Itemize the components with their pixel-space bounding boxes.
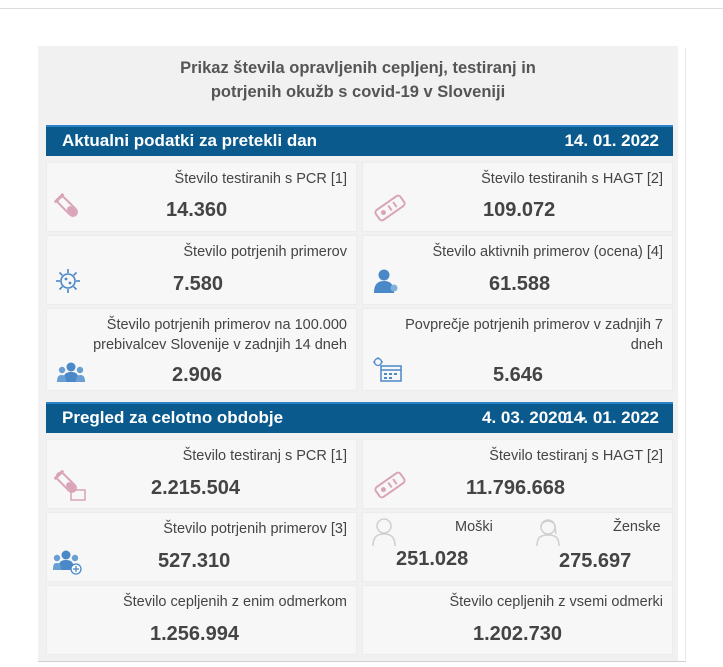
daily-header-bar: Aktualni podatki za pretekli dan 14. 01.… — [46, 125, 673, 156]
daily-pcr-label: Število testiranih s PCR [1] — [174, 171, 347, 187]
daily-per100k-label-line1: Število potrjenih primerov na 100.000 — [106, 317, 347, 333]
right-divider — [685, 48, 686, 660]
overall-pcr-value: 2.215.504 — [151, 477, 240, 499]
overall-hagt-card: Število testiranj s HAGT [2] 11.796.668 — [362, 439, 673, 509]
overall-vaccall-card: Število cepljenih z vsemi odmerki 1.202.… — [362, 585, 673, 655]
female-value: 275.697 — [559, 550, 632, 572]
overall-vaccall-label: Število cepljenih z vsemi odmerki — [449, 594, 663, 610]
virus-icon — [56, 269, 80, 293]
daily-avg7-label: Povprečje potrjenih primerov v zadnjih 7… — [405, 315, 663, 355]
overall-pcr-card: Število testiranj s PCR [1] 2.215.504 — [46, 439, 357, 509]
female-icon — [536, 519, 560, 547]
overall-vaccall-value: 1.202.730 — [473, 623, 562, 645]
person-icon — [374, 269, 398, 293]
daily-confirmed-label: Število potrjenih primerov — [183, 244, 347, 260]
daily-per100k-value: 2.906 — [172, 364, 223, 386]
overall-date-dash: - — [580, 407, 586, 427]
top-divider — [0, 8, 723, 9]
daily-active-card: Število aktivnih primerov (ocena) [4] 61… — [362, 235, 673, 305]
overall-vacc1-value: 1.256.994 — [150, 623, 239, 645]
overall-gender-card: Moški 251.028 Ženske 275.697 — [362, 512, 673, 582]
overall-confirmed-value: 527.310 — [158, 550, 231, 572]
title-line-2: potrjenih okužb s covid-19 v Sloveniji — [210, 83, 506, 101]
daily-per100k-card: Število potrjenih primerov na 100.000 pr… — [46, 308, 357, 391]
overall-hagt-label: Število testiranj s HAGT [2] — [489, 448, 663, 464]
overall-heading: Pregled za celotno obdobje — [62, 408, 284, 427]
overall-vacc1-card: Število cepljenih z enim odmerkom 1.256.… — [46, 585, 357, 655]
overall-confirmed-card: Število potrjenih primerov [3] 527.310 — [46, 512, 357, 582]
group-icon — [57, 362, 85, 382]
overall-date-to: 14. 01. 2022 — [564, 408, 659, 427]
daily-pcr-value: 14.360 — [166, 199, 228, 221]
test-tube-icon — [53, 193, 78, 217]
calendar-icon — [373, 357, 402, 382]
daily-hagt-card: Število testiranih s HAGT [2] 109.072 — [362, 162, 673, 232]
daily-hagt-label: Število testiranih s HAGT [2] — [481, 171, 663, 187]
overall-confirmed-label: Število potrjenih primerov [3] — [163, 521, 347, 537]
daily-active-label: Število aktivnih primerov (ocena) [4] — [432, 244, 664, 260]
overall-header-bar: Pregled za celotno obdobje 4. 03. 2020 -… — [46, 402, 673, 433]
daily-confirmed-card: Število potrjenih primerov 7.580 — [46, 235, 357, 305]
male-label: Moški — [455, 519, 493, 535]
daily-avg7-label-line2: dneh — [630, 337, 663, 353]
bottom-divider — [38, 661, 686, 662]
daily-per100k-label-line2: prebivalcev Slovenije v zadnjih 14 dneh — [93, 337, 347, 353]
dashboard-panel: Prikaz števila opravljenih cepljenj, tes… — [38, 46, 678, 661]
daily-avg7-card: Povprečje potrjenih primerov v zadnjih 7… — [362, 308, 673, 391]
daily-pcr-card: Število testiranih s PCR [1] 14.360 — [46, 162, 357, 232]
title-line-1: Prikaz števila opravljenih cepljenj, tes… — [180, 59, 536, 77]
daily-active-value: 61.588 — [489, 273, 551, 295]
test-tube-icon — [53, 470, 86, 501]
male-value: 251.028 — [396, 548, 469, 570]
overall-date-from: 4. 03. 2020 — [482, 408, 568, 427]
daily-avg7-label-line1: Povprečje potrjenih primerov v zadnjih 7 — [405, 317, 663, 333]
male-icon — [372, 518, 396, 547]
daily-avg7-value: 5.646 — [493, 364, 544, 386]
rapid-test-icon — [374, 471, 406, 499]
daily-date: 14. 01. 2022 — [564, 131, 659, 150]
page-title: Prikaz števila opravljenih cepljenj, tes… — [38, 56, 678, 104]
daily-confirmed-value: 7.580 — [173, 273, 224, 295]
daily-hagt-value: 109.072 — [483, 199, 556, 221]
overall-pcr-label: Število testiranj s PCR [1] — [182, 448, 347, 464]
daily-heading: Aktualni podatki za pretekli dan — [62, 131, 318, 150]
group-add-icon — [53, 550, 82, 575]
overall-vacc1-label: Število cepljenih z enim odmerkom — [122, 594, 347, 610]
rapid-test-icon — [374, 194, 406, 222]
daily-per100k-label: Število potrjenih primerov na 100.000 pr… — [93, 315, 347, 355]
overall-hagt-value: 11.796.668 — [466, 477, 565, 499]
female-label: Ženske — [613, 519, 661, 535]
